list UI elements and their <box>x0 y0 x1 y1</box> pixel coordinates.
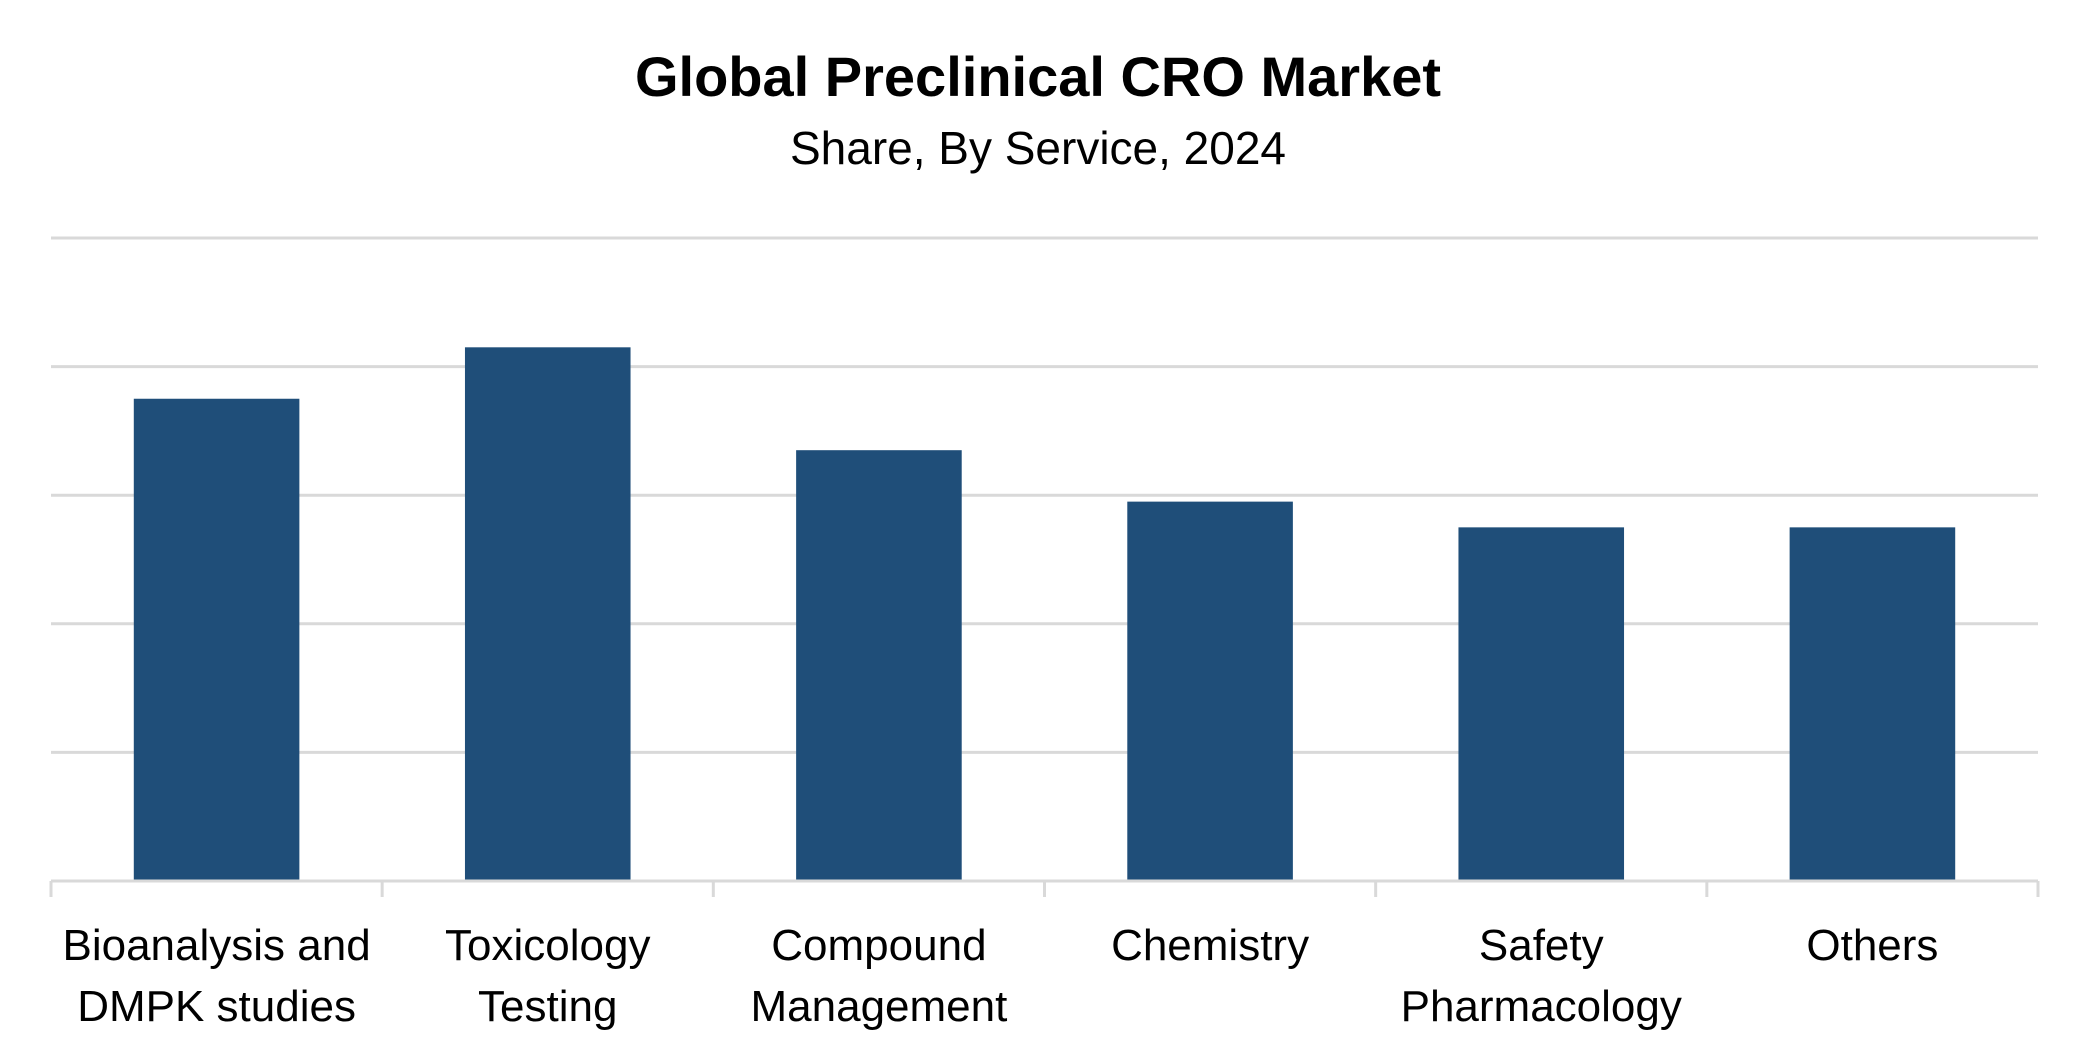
x-tick-label: Others <box>1806 921 1938 970</box>
x-tick-label: Toxicology Testing <box>445 921 650 1031</box>
gridlines <box>51 236 2038 754</box>
x-tick-label-line: Bioanalysis and <box>62 921 370 970</box>
x-tick-label: Bioanalysis and DMPK studies <box>62 921 370 1031</box>
x-tick-label-line: Pharmacology <box>1401 982 1682 1031</box>
x-tick-label-line: Others <box>1806 921 1938 970</box>
x-tick-label-line: Testing <box>478 982 617 1031</box>
x-tick-label-line: DMPK studies <box>77 982 356 1031</box>
x-tick-label-line: Compound <box>771 921 986 970</box>
bar <box>133 398 300 880</box>
x-tick-label-line: Chemistry <box>1111 921 1309 970</box>
bar <box>1458 527 1625 880</box>
bars <box>133 347 1956 880</box>
x-tick-label: Safety Pharmacology <box>1401 921 1682 1031</box>
x-tick-label-line: Toxicology <box>445 921 650 970</box>
chart-subtitle: Share, By Service, 2024 <box>790 122 1286 174</box>
x-tick-label-line: Management <box>751 982 1008 1031</box>
x-tick-labels: Bioanalysis and DMPK studies Toxicology Tes… <box>62 921 1938 1031</box>
bar <box>464 347 631 880</box>
x-tick-label: Chemistry <box>1111 921 1309 970</box>
bar <box>796 450 962 880</box>
bar <box>1789 527 1956 880</box>
bar <box>1127 501 1293 880</box>
x-tick-label-line: Safety <box>1479 921 1604 970</box>
chart-title: Global Preclinical CRO Market <box>635 45 1441 108</box>
x-tick-label: Compound Management <box>751 921 1008 1031</box>
x-axis <box>49 879 2040 897</box>
